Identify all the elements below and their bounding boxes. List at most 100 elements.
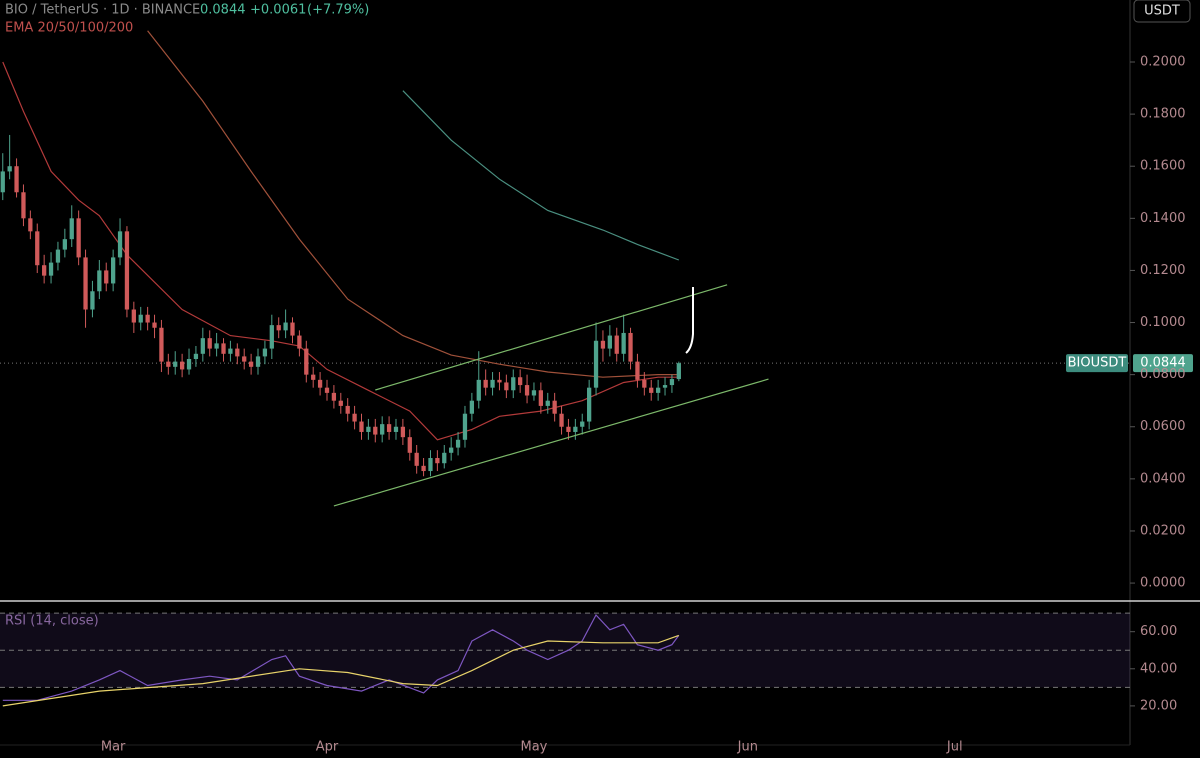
hand-drawn-arrow [685, 287, 694, 354]
x-tick-label: Jul [946, 740, 963, 755]
candle-body [393, 426, 399, 432]
candle-body [669, 379, 675, 386]
candle-body [414, 452, 419, 466]
y-tick-label: 0.0200 [1140, 523, 1186, 538]
candle-body [138, 314, 143, 323]
y-tick-label: 0.1000 [1140, 315, 1186, 330]
x-tick-label: Mar [101, 740, 126, 755]
y-tick-label: 0.2000 [1140, 55, 1186, 70]
y-tick-label: 0.0400 [1140, 471, 1186, 486]
candle-body [228, 348, 233, 354]
candle-body [28, 218, 33, 232]
candle-body [497, 379, 502, 383]
y-tick-label: 0.0600 [1140, 419, 1186, 434]
candle-body [304, 348, 309, 375]
candle-body [317, 379, 323, 388]
y-tick-label: 0.0800 [1140, 367, 1186, 382]
candle-body [607, 335, 612, 349]
price-tag [1133, 354, 1193, 373]
candle-body [262, 348, 268, 357]
candle-body [283, 322, 288, 331]
candle-body [159, 327, 164, 362]
candle-body [7, 166, 12, 172]
candle-body [538, 390, 543, 406]
candle-body [166, 361, 171, 367]
candle-body [462, 413, 468, 440]
candle-body [352, 413, 357, 422]
candle-body [580, 421, 585, 427]
candle-body [366, 426, 371, 432]
candle-body [179, 361, 185, 370]
candle-body [559, 413, 564, 427]
candle-body [655, 387, 661, 393]
candle-body [421, 465, 426, 472]
candle-body [124, 231, 130, 310]
candle-body [290, 322, 295, 336]
candle-body [373, 426, 378, 435]
candle-body [48, 262, 54, 276]
candle-body [248, 361, 254, 367]
candle-body [593, 340, 599, 388]
candle-body [428, 458, 433, 472]
candle-body [531, 390, 537, 396]
candle-body [255, 356, 261, 367]
candle-body [69, 218, 74, 240]
candle-body [173, 361, 178, 367]
price-change: +0.0061 [250, 3, 306, 18]
candle-body [235, 348, 240, 357]
x-tick-label: Jun [737, 740, 758, 755]
candle-body [483, 379, 488, 388]
rsi-band [0, 613, 1130, 688]
candle-body [642, 379, 647, 388]
price-tag-label: 0.0844 [1140, 356, 1186, 371]
rsi-line [2, 613, 680, 701]
candle-body [145, 314, 150, 323]
candle-body [573, 426, 578, 432]
candle-body [338, 400, 343, 406]
candle-body [83, 257, 88, 310]
candle-body [297, 335, 302, 349]
candle-body [42, 265, 47, 276]
currency-box[interactable] [1133, 0, 1191, 23]
rsi-line [2, 634, 680, 707]
candle-body [117, 231, 123, 258]
y-tick-label: 0.0000 [1140, 576, 1186, 591]
candle-body [110, 257, 116, 284]
y-tick-label: 0.1400 [1140, 211, 1186, 226]
last-price: 0.0844 [200, 3, 246, 18]
candle-body [186, 359, 192, 370]
candle-body [62, 239, 67, 250]
candle-body [152, 322, 157, 328]
candle-body [614, 335, 619, 354]
trendline [375, 284, 728, 391]
candle-body [0, 171, 5, 193]
candle-body [331, 392, 337, 401]
candle-body [242, 356, 247, 362]
y-tick-label: 40.00 [1140, 661, 1177, 676]
candle-body [524, 385, 530, 396]
candle-body [662, 385, 668, 388]
candle-body [407, 437, 412, 453]
candle-body [131, 309, 136, 323]
candle-body [469, 400, 475, 414]
x-tick-label: May [521, 740, 548, 755]
currency-label[interactable]: USDT [1144, 4, 1180, 19]
ema-line [2, 61, 679, 441]
ema-line [147, 30, 679, 378]
candle-body [435, 458, 440, 464]
candle-body [193, 353, 199, 360]
candle-body [276, 325, 281, 331]
candle-body [587, 387, 592, 422]
candle-body [566, 426, 571, 432]
candle-body [55, 249, 61, 263]
candle-body [476, 379, 481, 401]
candle-body [455, 439, 461, 448]
candle-body [449, 447, 454, 453]
x-tick-label: Apr [316, 740, 339, 755]
candle-body [324, 387, 330, 393]
ema-line [402, 90, 680, 261]
trendline [333, 378, 769, 507]
